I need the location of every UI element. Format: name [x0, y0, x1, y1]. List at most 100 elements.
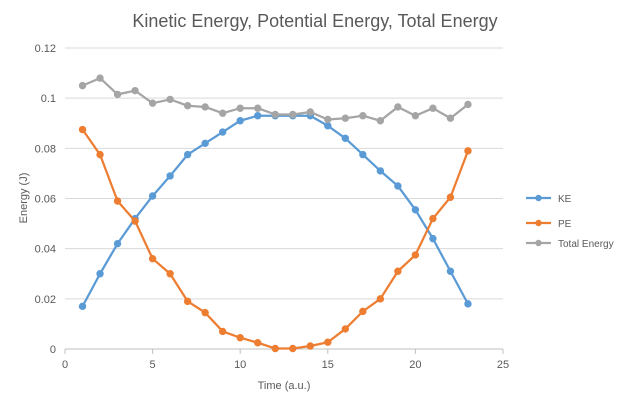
data-point-total-energy [271, 110, 279, 119]
y-tick-labels: 0 0.02 0.04 0.06 0.08 0.1 0.12 [35, 43, 56, 356]
legend-label: PE [558, 219, 572, 230]
data-point-pe [254, 339, 262, 347]
y-tick-label: 0 [50, 344, 56, 356]
data-point-pe [78, 125, 87, 134]
x-tick-label: 0 [62, 359, 68, 371]
x-tick-label: 15 [322, 359, 334, 371]
data-point-pe [289, 344, 297, 353]
y-tick-label: 0.08 [35, 143, 56, 155]
data-point-total-energy [411, 112, 420, 120]
data-point-total-energy [166, 95, 174, 104]
data-point-pe [148, 255, 157, 263]
data-point-total-energy [394, 103, 402, 111]
data-point-total-energy [201, 103, 209, 111]
series-ke [78, 112, 472, 311]
data-point-pe [131, 217, 139, 225]
x-tick-labels: 0 5 10 15 20 25 [62, 359, 509, 371]
legend-item-pe: PE [526, 219, 572, 230]
data-point-pe [394, 267, 402, 275]
data-point-pe [359, 307, 367, 316]
data-point-pe [96, 150, 104, 159]
data-point-ke [166, 172, 174, 180]
data-point-ke [78, 302, 87, 311]
data-point-ke [464, 300, 472, 308]
x-axis-label: Time (a.u.) [258, 380, 311, 392]
data-point-total-energy [254, 104, 262, 112]
data-point-ke [429, 234, 437, 243]
legend-item-ke: KE [526, 194, 572, 205]
data-point-total-energy [289, 110, 297, 119]
data-point-pe [376, 295, 385, 303]
data-point-pe [429, 214, 437, 223]
data-point-ke [324, 122, 332, 130]
data-point-total-energy [183, 101, 192, 110]
data-point-total-energy [341, 114, 350, 122]
series-line-ke [81, 114, 469, 307]
data-point-pe [166, 270, 174, 278]
data-point-ke [201, 139, 209, 148]
data-point-total-energy [148, 99, 157, 107]
data-point-ke [236, 117, 244, 125]
data-point-total-energy [236, 104, 244, 112]
series-group [78, 74, 472, 353]
data-point-total-energy [429, 104, 437, 112]
data-point-ke [341, 134, 350, 143]
data-point-total-energy [324, 115, 332, 124]
data-point-pe [271, 344, 279, 353]
data-point-pe [218, 327, 227, 336]
data-point-ke [254, 112, 262, 120]
data-point-ke [411, 206, 420, 214]
legend-swatch-marker [535, 219, 542, 227]
y-tick-label: 0.1 [41, 93, 56, 105]
y-tick-label: 0.12 [35, 43, 56, 55]
legend-swatch-marker [535, 239, 542, 247]
data-point-ke [359, 150, 367, 159]
data-point-total-energy [218, 109, 227, 117]
data-point-ke [376, 167, 385, 175]
data-point-total-energy [306, 108, 314, 116]
x-tick-label: 10 [234, 359, 246, 371]
data-point-pe [341, 325, 350, 333]
data-point-pe [201, 308, 209, 317]
data-point-total-energy [78, 81, 87, 90]
y-tick-label: 0.02 [35, 294, 56, 306]
gridlines [65, 47, 503, 300]
legend-swatch-marker [535, 194, 542, 202]
data-point-pe [411, 251, 420, 259]
data-point-pe [464, 147, 472, 155]
y-tick-label: 0.06 [35, 194, 56, 206]
x-tick-label: 20 [409, 359, 421, 371]
y-tick-label: 0.04 [35, 244, 56, 256]
data-point-total-energy [464, 100, 472, 109]
data-point-pe [183, 297, 192, 306]
series-pe [78, 125, 472, 353]
data-point-total-energy [446, 114, 455, 122]
data-point-total-energy [96, 74, 104, 82]
data-point-pe [324, 338, 332, 346]
data-point-total-energy [376, 117, 385, 125]
data-point-ke [446, 267, 455, 275]
axes [64, 348, 504, 354]
legend-label: KE [558, 194, 572, 205]
legend: KE PE Total Energy [526, 194, 614, 250]
data-point-ke [218, 128, 227, 136]
data-point-pe [236, 334, 244, 342]
data-point-ke [96, 270, 104, 278]
legend-item-total-energy: Total Energy [526, 239, 614, 250]
series-line-pe [81, 128, 470, 350]
data-point-total-energy [131, 86, 139, 95]
x-tick-label: 5 [150, 359, 156, 371]
data-point-total-energy [113, 90, 122, 99]
data-point-ke [394, 182, 402, 190]
y-axis-label: Energy (J) [18, 173, 30, 224]
data-point-pe [446, 193, 455, 201]
data-point-ke [148, 192, 157, 200]
data-point-ke [183, 150, 192, 159]
series-total-energy [78, 74, 472, 125]
data-point-total-energy [359, 112, 367, 120]
data-point-pe [306, 342, 314, 350]
data-point-ke [113, 239, 122, 248]
x-tick-label: 25 [497, 359, 509, 371]
